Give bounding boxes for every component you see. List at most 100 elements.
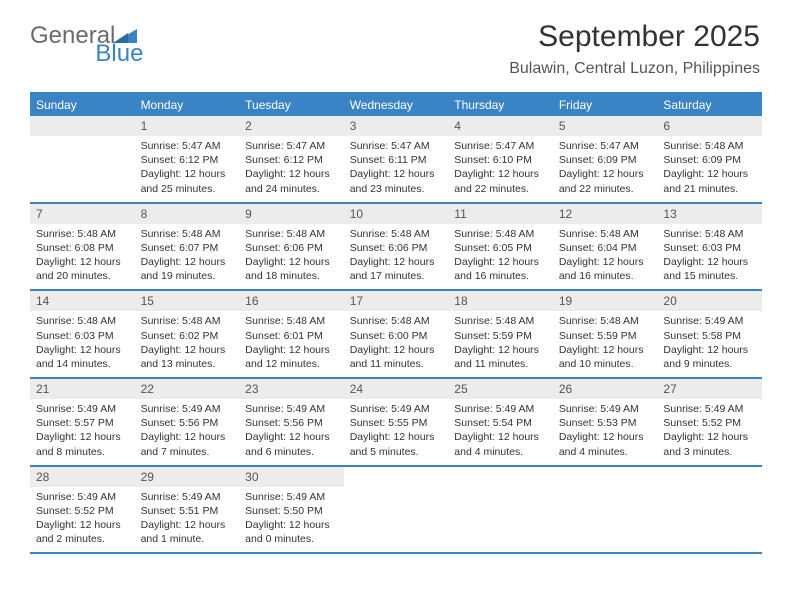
day-info-line: and 22 minutes. (559, 182, 652, 196)
header: September 2025 Bulawin, Central Luzon, P… (509, 20, 760, 78)
day-cell (553, 467, 658, 553)
logo-text-blue: Blue (95, 40, 143, 68)
day-info-line: Daylight: 12 hours (454, 430, 547, 444)
day-cell: 13Sunrise: 5:48 AMSunset: 6:03 PMDayligh… (657, 204, 762, 290)
day-info-line: and 2 minutes. (36, 532, 129, 546)
day-info: Sunrise: 5:49 AMSunset: 5:56 PMDaylight:… (239, 399, 344, 465)
day-info: Sunrise: 5:47 AMSunset: 6:11 PMDaylight:… (344, 136, 449, 202)
empty-day-number (30, 116, 135, 136)
day-info: Sunrise: 5:48 AMSunset: 6:07 PMDaylight:… (135, 224, 240, 290)
day-number: 21 (30, 379, 135, 399)
day-info-line: Sunrise: 5:48 AM (454, 314, 547, 328)
weekday-header: Wednesday (344, 94, 449, 116)
day-info-line: and 23 minutes. (350, 182, 443, 196)
day-info-line: Daylight: 12 hours (245, 167, 338, 181)
day-info-line: and 10 minutes. (559, 357, 652, 371)
day-info: Sunrise: 5:47 AMSunset: 6:09 PMDaylight:… (553, 136, 658, 202)
day-cell: 24Sunrise: 5:49 AMSunset: 5:55 PMDayligh… (344, 379, 449, 465)
day-info-line: Sunrise: 5:48 AM (350, 314, 443, 328)
day-cell (448, 467, 553, 553)
month-title: September 2025 (509, 20, 760, 54)
weekday-header: Friday (553, 94, 658, 116)
day-info-line: and 5 minutes. (350, 445, 443, 459)
day-info: Sunrise: 5:49 AMSunset: 5:57 PMDaylight:… (30, 399, 135, 465)
day-cell: 28Sunrise: 5:49 AMSunset: 5:52 PMDayligh… (30, 467, 135, 553)
day-info-line: Daylight: 12 hours (559, 255, 652, 269)
day-cell: 16Sunrise: 5:48 AMSunset: 6:01 PMDayligh… (239, 291, 344, 377)
day-info-line: and 13 minutes. (141, 357, 234, 371)
day-info-line: Sunset: 6:10 PM (454, 153, 547, 167)
day-number: 10 (344, 204, 449, 224)
day-info: Sunrise: 5:48 AMSunset: 6:00 PMDaylight:… (344, 311, 449, 377)
day-info-line: and 11 minutes. (350, 357, 443, 371)
day-info-line: and 1 minute. (141, 532, 234, 546)
day-info-line: Sunset: 6:00 PM (350, 329, 443, 343)
calendar-grid: SundayMondayTuesdayWednesdayThursdayFrid… (30, 92, 762, 554)
day-info-line: Sunset: 5:59 PM (454, 329, 547, 343)
day-info: Sunrise: 5:48 AMSunset: 6:08 PMDaylight:… (30, 224, 135, 290)
day-cell: 8Sunrise: 5:48 AMSunset: 6:07 PMDaylight… (135, 204, 240, 290)
day-cell: 4Sunrise: 5:47 AMSunset: 6:10 PMDaylight… (448, 116, 553, 202)
day-number: 7 (30, 204, 135, 224)
day-info-line: and 12 minutes. (245, 357, 338, 371)
day-info-line: and 16 minutes. (559, 269, 652, 283)
weekday-header: Thursday (448, 94, 553, 116)
day-info-line: and 16 minutes. (454, 269, 547, 283)
day-cell: 22Sunrise: 5:49 AMSunset: 5:56 PMDayligh… (135, 379, 240, 465)
day-cell: 27Sunrise: 5:49 AMSunset: 5:52 PMDayligh… (657, 379, 762, 465)
weekday-header: Monday (135, 94, 240, 116)
day-cell: 14Sunrise: 5:48 AMSunset: 6:03 PMDayligh… (30, 291, 135, 377)
day-info-line: Sunrise: 5:49 AM (559, 402, 652, 416)
day-info: Sunrise: 5:48 AMSunset: 5:59 PMDaylight:… (553, 311, 658, 377)
day-info: Sunrise: 5:48 AMSunset: 6:01 PMDaylight:… (239, 311, 344, 377)
day-info: Sunrise: 5:48 AMSunset: 6:05 PMDaylight:… (448, 224, 553, 290)
day-info-line: Daylight: 12 hours (36, 343, 129, 357)
day-info: Sunrise: 5:48 AMSunset: 6:04 PMDaylight:… (553, 224, 658, 290)
day-info-line: Sunrise: 5:47 AM (350, 139, 443, 153)
day-info-line: Sunset: 5:52 PM (36, 504, 129, 518)
day-info: Sunrise: 5:49 AMSunset: 5:51 PMDaylight:… (135, 487, 240, 553)
weekday-header: Saturday (657, 94, 762, 116)
day-info-line: Sunrise: 5:49 AM (454, 402, 547, 416)
day-info-line: Daylight: 12 hours (245, 255, 338, 269)
day-info-line: Daylight: 12 hours (141, 430, 234, 444)
day-number: 8 (135, 204, 240, 224)
day-info-line: and 20 minutes. (36, 269, 129, 283)
day-info-line: and 17 minutes. (350, 269, 443, 283)
day-info-line: Daylight: 12 hours (245, 518, 338, 532)
day-info-line: Sunrise: 5:49 AM (350, 402, 443, 416)
day-info-line: Sunrise: 5:48 AM (559, 227, 652, 241)
day-info-line: Sunrise: 5:49 AM (36, 402, 129, 416)
day-cell: 21Sunrise: 5:49 AMSunset: 5:57 PMDayligh… (30, 379, 135, 465)
day-info-line: Daylight: 12 hours (141, 167, 234, 181)
week-row: 28Sunrise: 5:49 AMSunset: 5:52 PMDayligh… (30, 467, 762, 555)
day-number: 11 (448, 204, 553, 224)
weekday-header: Sunday (30, 94, 135, 116)
day-info-line: Daylight: 12 hours (663, 167, 756, 181)
day-number: 15 (135, 291, 240, 311)
day-info: Sunrise: 5:49 AMSunset: 5:58 PMDaylight:… (657, 311, 762, 377)
day-cell (657, 467, 762, 553)
day-info: Sunrise: 5:49 AMSunset: 5:52 PMDaylight:… (30, 487, 135, 553)
day-cell: 29Sunrise: 5:49 AMSunset: 5:51 PMDayligh… (135, 467, 240, 553)
day-number: 16 (239, 291, 344, 311)
day-cell: 2Sunrise: 5:47 AMSunset: 6:12 PMDaylight… (239, 116, 344, 202)
day-info-line: Daylight: 12 hours (36, 430, 129, 444)
day-number: 17 (344, 291, 449, 311)
day-info-line: Sunset: 5:53 PM (559, 416, 652, 430)
day-info-line: Sunrise: 5:48 AM (663, 227, 756, 241)
day-number: 22 (135, 379, 240, 399)
day-number: 5 (553, 116, 658, 136)
day-cell: 12Sunrise: 5:48 AMSunset: 6:04 PMDayligh… (553, 204, 658, 290)
day-info-line: Sunrise: 5:48 AM (663, 139, 756, 153)
weekday-header-row: SundayMondayTuesdayWednesdayThursdayFrid… (30, 94, 762, 116)
day-info: Sunrise: 5:48 AMSunset: 6:06 PMDaylight:… (344, 224, 449, 290)
day-info-line: and 6 minutes. (245, 445, 338, 459)
day-info-line: Sunrise: 5:48 AM (36, 314, 129, 328)
day-info: Sunrise: 5:47 AMSunset: 6:12 PMDaylight:… (135, 136, 240, 202)
day-info-line: Sunset: 6:12 PM (141, 153, 234, 167)
day-info-line: Daylight: 12 hours (350, 343, 443, 357)
day-info-line: Sunrise: 5:49 AM (36, 490, 129, 504)
day-info: Sunrise: 5:49 AMSunset: 5:52 PMDaylight:… (657, 399, 762, 465)
day-number: 3 (344, 116, 449, 136)
